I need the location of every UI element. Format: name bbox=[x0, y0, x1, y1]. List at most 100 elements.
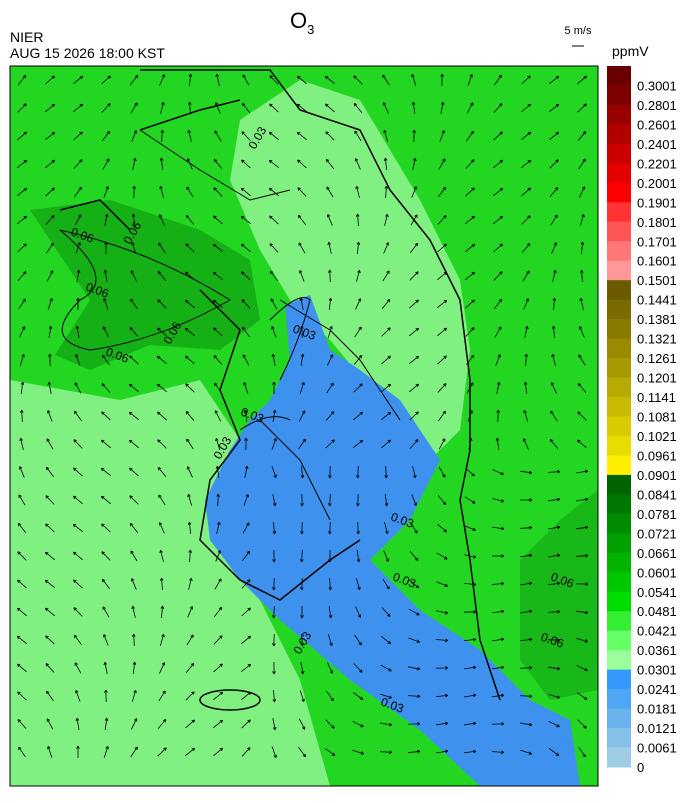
wind-arrow bbox=[325, 411, 335, 421]
wind-arrow bbox=[551, 353, 556, 366]
colorbar-label: 0.1501 bbox=[637, 273, 677, 288]
wind-arrow bbox=[73, 159, 83, 169]
wind-arrow bbox=[520, 722, 533, 727]
colorbar-swatch bbox=[607, 669, 631, 690]
colorbar-swatch bbox=[607, 260, 631, 281]
wind-arrow bbox=[354, 158, 361, 170]
colorbar-swatch bbox=[607, 416, 631, 437]
wind-arrow bbox=[17, 103, 27, 113]
colorbar-swatch bbox=[607, 650, 631, 671]
colorbar-label: 0.0421 bbox=[637, 624, 677, 639]
wind-arrow bbox=[72, 523, 83, 533]
colorbar-swatch bbox=[607, 728, 631, 749]
wind-arrow bbox=[552, 269, 557, 282]
wind-arrow bbox=[272, 549, 276, 563]
wind-arrow bbox=[185, 411, 195, 421]
wind-arrow bbox=[576, 692, 588, 700]
wind-arrow bbox=[435, 693, 449, 698]
wind-arrow bbox=[158, 690, 166, 702]
wind-arrow bbox=[383, 550, 390, 562]
wind-arrow bbox=[438, 410, 446, 422]
wind-arrow bbox=[381, 439, 391, 449]
wind-arrow bbox=[297, 214, 306, 225]
wind-arrow bbox=[524, 325, 529, 338]
wind-arrow bbox=[464, 554, 477, 559]
wind-arrow bbox=[549, 75, 560, 85]
wind-arrow bbox=[437, 383, 447, 393]
wind-arrow bbox=[158, 522, 165, 534]
wind-arrow bbox=[156, 383, 167, 393]
wind-arrow bbox=[523, 381, 528, 395]
wind-arrow bbox=[270, 270, 278, 282]
wind-arrow bbox=[354, 130, 362, 142]
wind-arrow bbox=[493, 159, 503, 169]
wind-arrow bbox=[128, 439, 139, 449]
wind-arrow bbox=[437, 495, 447, 506]
wind-arrow bbox=[159, 577, 164, 591]
wind-arrow bbox=[102, 158, 110, 170]
wind-arrow bbox=[578, 326, 585, 338]
wind-arrow bbox=[524, 353, 528, 367]
colorbar-swatch bbox=[607, 513, 631, 534]
wind-arrow bbox=[576, 497, 589, 502]
wind-arrow bbox=[579, 297, 584, 310]
wind-arrow bbox=[356, 550, 361, 563]
wind-arrow bbox=[466, 130, 474, 142]
wind-arrow bbox=[297, 187, 307, 197]
wind-arrow bbox=[580, 241, 585, 255]
wind-arrow bbox=[520, 470, 533, 475]
wind-arrow bbox=[45, 523, 55, 533]
wind-arrow bbox=[548, 553, 561, 558]
wind-arrow bbox=[300, 353, 305, 366]
wind-arrow bbox=[464, 525, 476, 532]
wind-arrow bbox=[409, 271, 419, 281]
wind-arrow bbox=[384, 213, 389, 226]
wind-arrow bbox=[242, 326, 250, 338]
wind-arrow bbox=[576, 469, 589, 474]
wind-arrow bbox=[159, 549, 164, 562]
wind-arrow bbox=[356, 269, 361, 282]
wind-arrow bbox=[438, 438, 446, 450]
wind-arrow bbox=[465, 215, 476, 225]
wind-arrow bbox=[130, 298, 138, 310]
wind-arrow bbox=[213, 747, 223, 757]
wind-arrow bbox=[579, 269, 584, 283]
wind-arrow bbox=[492, 469, 504, 476]
wind-arrow bbox=[437, 243, 447, 253]
wind-arrow bbox=[464, 721, 477, 726]
wind-arrow bbox=[549, 131, 559, 141]
wind-arrow bbox=[492, 665, 505, 670]
wind-arrow bbox=[380, 722, 393, 727]
wind-arrow bbox=[157, 327, 167, 337]
colorbar-swatch bbox=[607, 241, 631, 262]
wind-arrow bbox=[356, 241, 361, 255]
wind-arrow bbox=[491, 526, 505, 531]
wind-arrow bbox=[103, 661, 108, 674]
wind-arrow bbox=[300, 577, 304, 591]
wind-arrow bbox=[73, 467, 83, 477]
wind-arrow bbox=[159, 185, 165, 198]
wind-arrow bbox=[297, 75, 307, 85]
colorbar-swatch bbox=[607, 572, 631, 593]
wind-arrow bbox=[467, 410, 473, 422]
wind-arrow bbox=[409, 327, 420, 337]
wind-arrow bbox=[466, 382, 474, 394]
wind-arrow bbox=[242, 74, 250, 86]
wind-arrow bbox=[101, 411, 111, 421]
wind-arrow bbox=[130, 746, 138, 758]
wind-arrow bbox=[328, 521, 332, 535]
wind-arrow bbox=[272, 633, 276, 647]
wind-arrow bbox=[157, 467, 167, 477]
wind-arrow bbox=[130, 550, 138, 562]
wind-arrow bbox=[131, 213, 136, 227]
wind-arrow bbox=[272, 718, 277, 731]
wind-arrow bbox=[158, 214, 165, 226]
colorbar-label: 0.1381 bbox=[637, 312, 677, 327]
wind-arrow bbox=[412, 157, 417, 170]
wind-arrow bbox=[45, 215, 55, 225]
colorbar-label: 0.3001 bbox=[637, 78, 677, 93]
wind-arrow bbox=[269, 75, 279, 85]
colorbar-swatch bbox=[607, 299, 631, 320]
wind-arrow bbox=[521, 131, 532, 141]
wind-arrow bbox=[410, 522, 418, 534]
